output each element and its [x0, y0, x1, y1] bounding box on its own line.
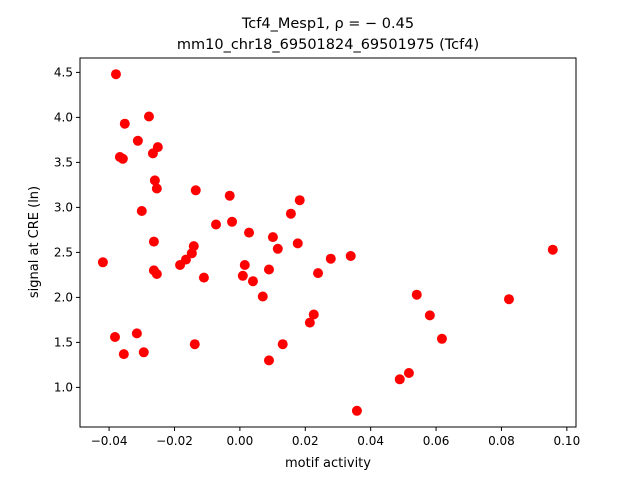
- y-tick-label: 2.5: [54, 245, 73, 259]
- data-point: [325, 253, 336, 264]
- data-point: [257, 291, 268, 302]
- data-point: [272, 243, 283, 254]
- data-point: [117, 153, 128, 164]
- data-point: [227, 216, 238, 227]
- data-point: [292, 238, 303, 249]
- data-point: [304, 317, 315, 328]
- data-point: [109, 332, 120, 342]
- data-point: [190, 185, 201, 196]
- data-point: [308, 309, 319, 320]
- x-axis: −0.04 −0.02 0.00 0.02 0.04 0.06 0.08 0.10: [91, 427, 580, 448]
- data-point: [267, 232, 278, 243]
- data-point: [148, 236, 159, 247]
- data-point: [411, 289, 422, 300]
- data-point: [136, 206, 147, 216]
- data-point: [345, 251, 356, 261]
- data-point: [239, 260, 250, 270]
- data-point: [175, 260, 186, 270]
- data-point: [189, 339, 200, 350]
- data-point: [224, 190, 235, 201]
- data-point: [186, 248, 197, 259]
- x-tick-label: −0.02: [156, 434, 193, 448]
- data-point: [198, 272, 209, 283]
- data-point: [436, 333, 447, 344]
- data-point: [394, 374, 405, 385]
- data-point: [424, 310, 435, 321]
- y-axis: 1.0 1.5 2.0 2.5 3.0 3.5 4.0 4.5: [54, 65, 80, 394]
- data-point: [131, 328, 142, 339]
- data-point: [151, 183, 162, 194]
- x-tick-label: 0.06: [423, 434, 450, 448]
- data-point: [152, 142, 163, 153]
- data-point: [503, 294, 514, 305]
- data-point: [151, 269, 162, 279]
- data-point: [294, 195, 305, 206]
- data-point: [118, 349, 129, 360]
- x-tick-label: −0.04: [91, 434, 128, 448]
- data-point: [138, 347, 149, 358]
- y-tick-label: 3.0: [54, 200, 73, 214]
- data-point: [313, 268, 324, 279]
- y-tick-label: 4.0: [54, 110, 73, 124]
- y-tick-label: 3.5: [54, 155, 73, 169]
- chart-title-line1: Tcf4_Mesp1, ρ = − 0.45: [241, 16, 414, 32]
- chart-title-line2: mm10_chr18_69501824_69501975 (Tcf4): [177, 37, 479, 53]
- plot-frame: [79, 57, 577, 428]
- data-point: [263, 355, 274, 366]
- y-tick-label: 4.5: [54, 65, 73, 79]
- x-axis-label: motif activity: [285, 456, 371, 471]
- x-tick-label: 0.10: [553, 434, 580, 448]
- data-point: [351, 405, 362, 416]
- x-tick-label: 0.02: [292, 434, 319, 448]
- data-point: [244, 227, 255, 238]
- data-point: [119, 118, 130, 129]
- y-axis-label: signal at CRE (ln): [27, 186, 42, 298]
- data-point: [110, 69, 121, 80]
- data-point: [149, 175, 160, 186]
- data-point: [97, 257, 108, 268]
- x-tick-label: 0.08: [488, 434, 515, 448]
- data-point: [237, 270, 248, 281]
- data-point: [247, 276, 258, 287]
- data-point: [277, 339, 288, 350]
- y-tick-label: 1.0: [54, 380, 73, 394]
- data-point: [547, 244, 558, 255]
- y-tick-label: 2.0: [54, 290, 73, 304]
- x-tick-label: 0.04: [357, 434, 384, 448]
- x-tick-label: 0.00: [227, 434, 254, 448]
- data-point: [211, 219, 222, 230]
- data-point: [403, 368, 414, 378]
- data-point: [285, 208, 296, 219]
- data-point: [263, 264, 274, 275]
- y-tick-label: 1.5: [54, 335, 73, 349]
- data-point: [132, 135, 143, 146]
- points-layer: [97, 69, 558, 416]
- data-point: [143, 111, 154, 122]
